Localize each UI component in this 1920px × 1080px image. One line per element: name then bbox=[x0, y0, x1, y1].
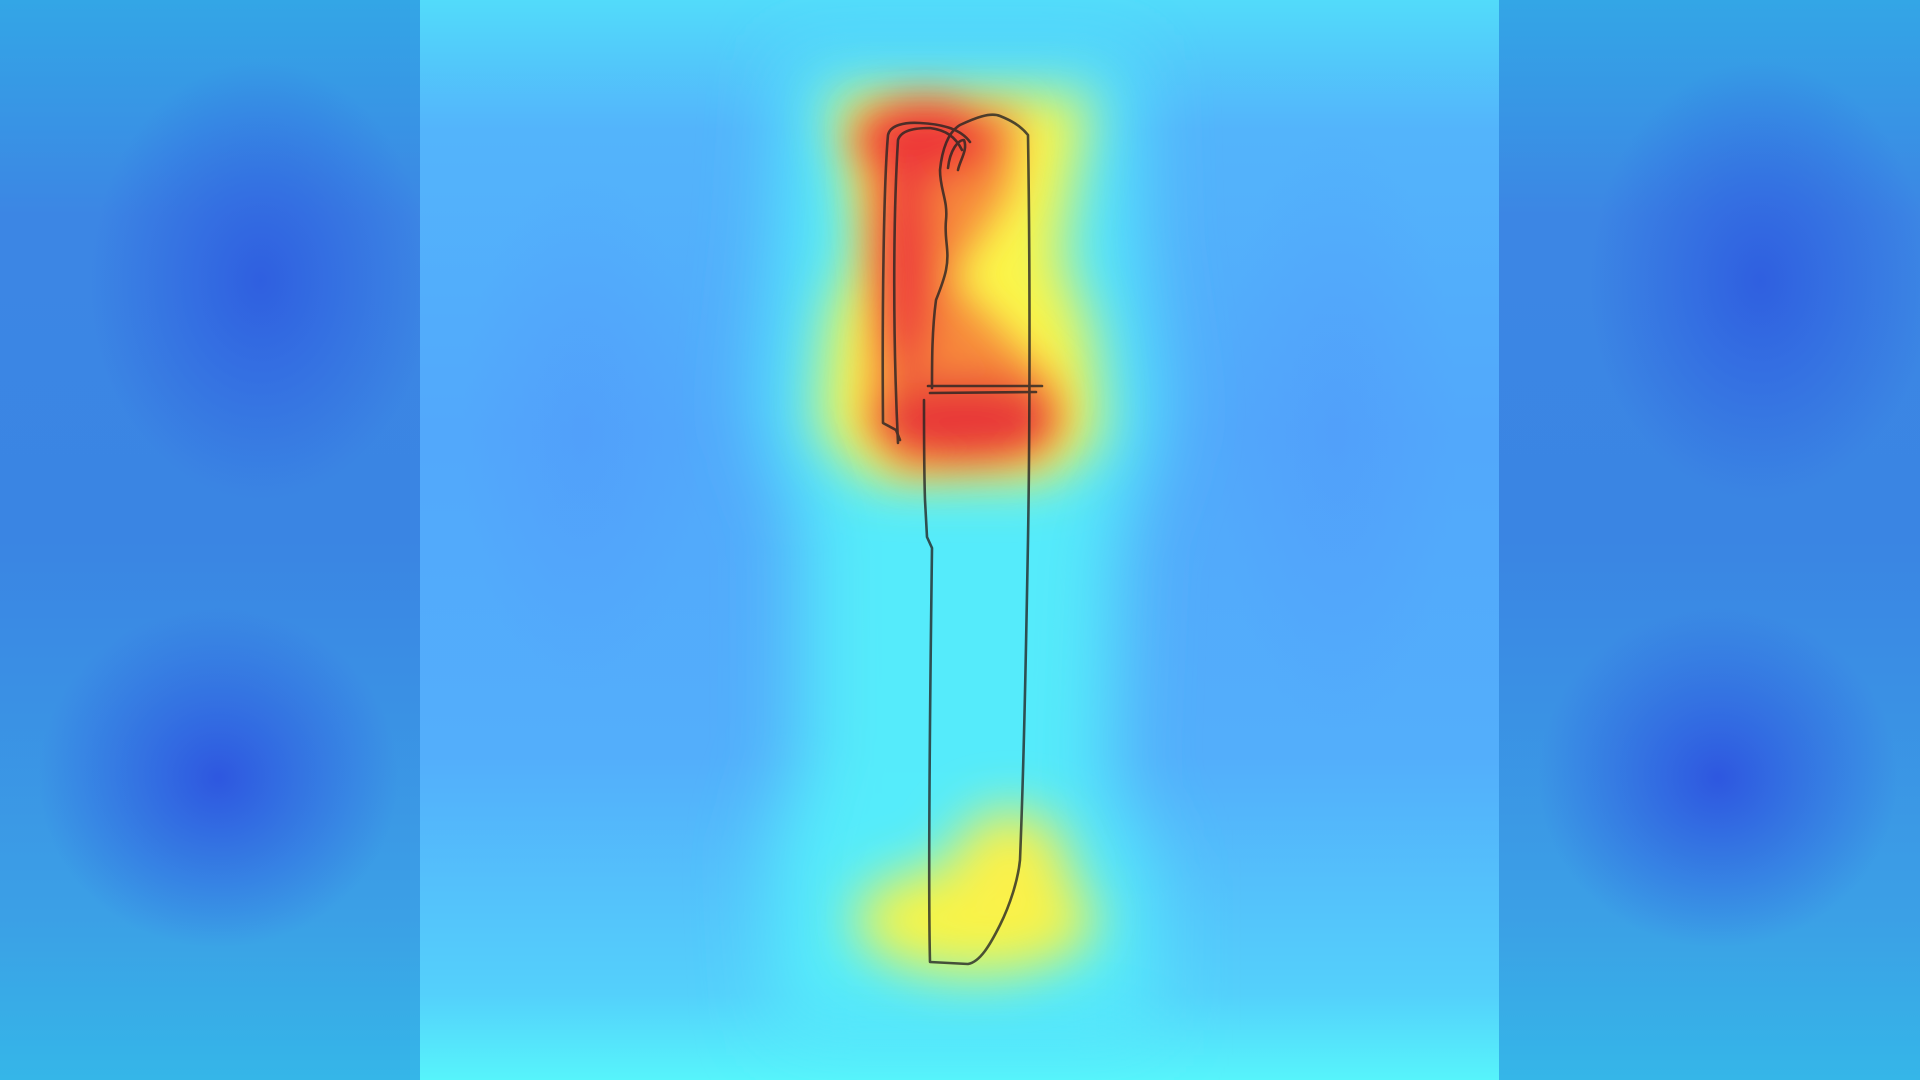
left-blurred-margin bbox=[0, 0, 420, 1080]
right-blurred-margin bbox=[1499, 0, 1920, 1080]
red-hotspot bbox=[855, 100, 1060, 470]
knife-outline bbox=[881, 113, 1044, 966]
